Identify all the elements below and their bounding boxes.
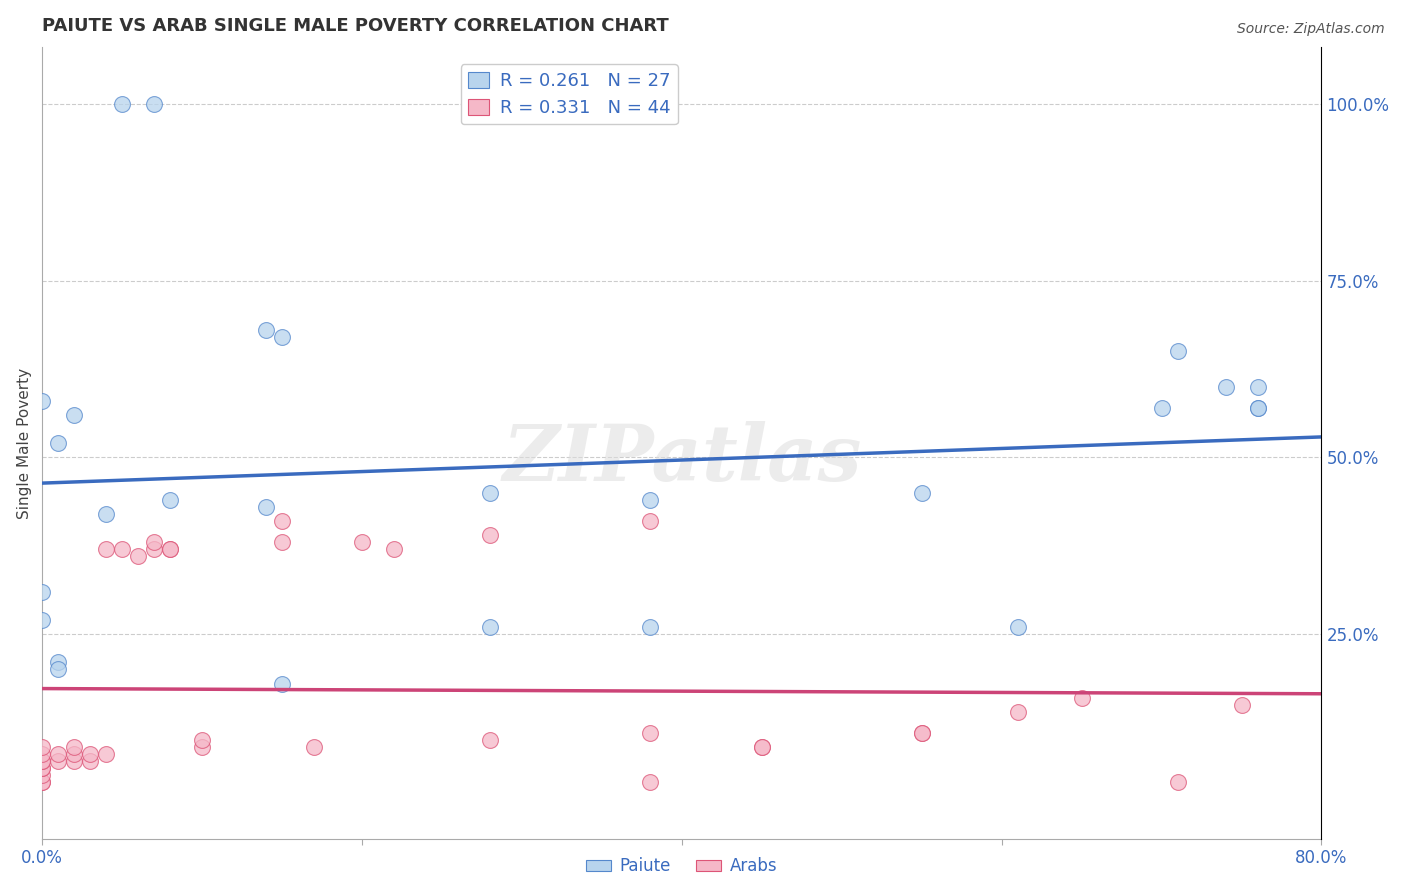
Point bbox=[911, 485, 934, 500]
Point bbox=[46, 662, 69, 676]
Legend: Paiute, Arabs: Paiute, Arabs bbox=[579, 851, 783, 882]
Point bbox=[31, 747, 53, 762]
Point bbox=[271, 535, 294, 549]
Point bbox=[31, 740, 53, 755]
Point bbox=[143, 535, 166, 549]
Point bbox=[31, 768, 53, 782]
Point bbox=[271, 676, 294, 690]
Point bbox=[143, 542, 166, 557]
Point bbox=[191, 733, 214, 747]
Point bbox=[1007, 620, 1029, 634]
Point bbox=[46, 747, 69, 762]
Point bbox=[159, 542, 181, 557]
Point bbox=[1007, 705, 1029, 719]
Point bbox=[63, 740, 86, 755]
Point bbox=[31, 754, 53, 768]
Point bbox=[31, 775, 53, 789]
Point bbox=[638, 726, 661, 740]
Point bbox=[159, 492, 181, 507]
Text: PAIUTE VS ARAB SINGLE MALE POVERTY CORRELATION CHART: PAIUTE VS ARAB SINGLE MALE POVERTY CORRE… bbox=[42, 17, 669, 35]
Point bbox=[127, 549, 149, 564]
Point bbox=[478, 485, 501, 500]
Point bbox=[638, 492, 661, 507]
Point bbox=[478, 733, 501, 747]
Point bbox=[271, 514, 294, 528]
Point bbox=[46, 754, 69, 768]
Point bbox=[79, 754, 101, 768]
Point bbox=[911, 726, 934, 740]
Y-axis label: Single Male Poverty: Single Male Poverty bbox=[17, 368, 32, 519]
Point bbox=[31, 761, 53, 775]
Point bbox=[271, 330, 294, 344]
Point bbox=[478, 620, 501, 634]
Point bbox=[638, 620, 661, 634]
Point bbox=[1167, 775, 1189, 789]
Point bbox=[1150, 401, 1173, 415]
Point bbox=[1070, 690, 1092, 705]
Point bbox=[350, 535, 373, 549]
Point bbox=[63, 408, 86, 422]
Point bbox=[46, 436, 69, 450]
Point bbox=[751, 740, 773, 755]
Text: ZIPatlas: ZIPatlas bbox=[502, 421, 862, 497]
Point bbox=[191, 740, 214, 755]
Point bbox=[63, 747, 86, 762]
Point bbox=[46, 655, 69, 669]
Point bbox=[94, 747, 117, 762]
Point bbox=[302, 740, 325, 755]
Point bbox=[1167, 344, 1189, 359]
Point bbox=[63, 754, 86, 768]
Point bbox=[1230, 698, 1253, 712]
Point bbox=[79, 747, 101, 762]
Point bbox=[1215, 379, 1237, 393]
Point bbox=[478, 528, 501, 542]
Point bbox=[254, 323, 277, 337]
Point bbox=[31, 775, 53, 789]
Point bbox=[31, 393, 53, 408]
Point bbox=[1246, 401, 1268, 415]
Point bbox=[94, 542, 117, 557]
Point bbox=[911, 726, 934, 740]
Text: Source: ZipAtlas.com: Source: ZipAtlas.com bbox=[1237, 22, 1385, 37]
Point bbox=[159, 542, 181, 557]
Point bbox=[1246, 379, 1268, 393]
Point bbox=[31, 584, 53, 599]
Point bbox=[638, 514, 661, 528]
Point bbox=[94, 507, 117, 521]
Point bbox=[638, 775, 661, 789]
Point bbox=[111, 96, 134, 111]
Point bbox=[1246, 401, 1268, 415]
Point bbox=[31, 761, 53, 775]
Point bbox=[143, 96, 166, 111]
Point bbox=[111, 542, 134, 557]
Point bbox=[751, 740, 773, 755]
Point bbox=[31, 613, 53, 627]
Point bbox=[254, 500, 277, 514]
Point bbox=[31, 754, 53, 768]
Point bbox=[382, 542, 405, 557]
